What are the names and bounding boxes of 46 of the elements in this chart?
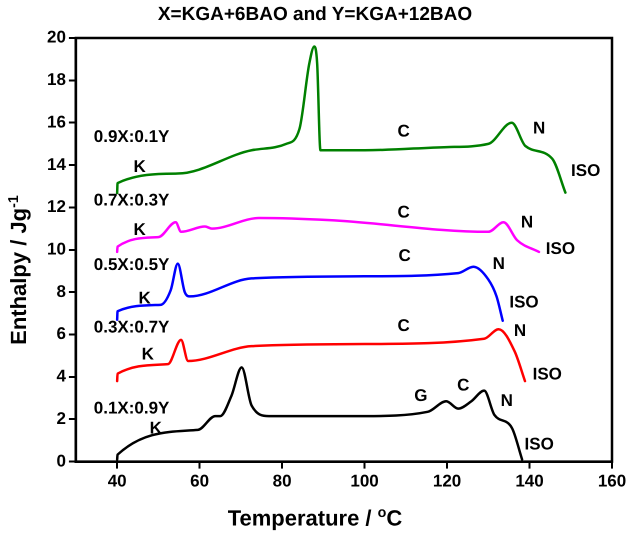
x-tick-label: 160 bbox=[598, 471, 626, 490]
annotation: C bbox=[397, 121, 410, 140]
y-tick-label: 2 bbox=[56, 408, 66, 428]
y-tick-label: 14 bbox=[46, 154, 66, 174]
annotation: C bbox=[457, 375, 470, 394]
series-label: 0.3X:0.7Y bbox=[94, 317, 170, 336]
annotation: K bbox=[142, 344, 155, 364]
annotation: N bbox=[520, 212, 534, 232]
annotation: ISO bbox=[571, 160, 600, 180]
x-tick-label: 80 bbox=[272, 471, 292, 490]
annotation: ISO bbox=[509, 292, 539, 312]
series-label: 0.9X:0.1Y bbox=[94, 126, 170, 146]
annotation: ISO bbox=[532, 364, 562, 384]
annotation: C bbox=[398, 246, 411, 265]
y-tick-label: 16 bbox=[46, 112, 66, 132]
annotation: G bbox=[414, 386, 428, 406]
annotation: N bbox=[492, 254, 505, 273]
annotation: ISO bbox=[546, 238, 576, 258]
y-tick-label: 0 bbox=[56, 451, 66, 470]
x-tick-label: 60 bbox=[190, 471, 210, 490]
annotation: C bbox=[397, 316, 410, 336]
annotation: N bbox=[500, 391, 513, 410]
annotation: ISO bbox=[524, 434, 554, 454]
annotation: N bbox=[514, 320, 526, 340]
y-tick-label: 18 bbox=[46, 70, 66, 90]
annotation: N bbox=[533, 118, 546, 138]
y-tick-label: 12 bbox=[46, 197, 66, 216]
series-label: 0.5X:0.5Y bbox=[94, 254, 170, 274]
x-axis-title: Temperature / $^{o}$C bbox=[226, 505, 404, 532]
y-tick-label: 8 bbox=[56, 282, 66, 301]
x-tick-label: 140 bbox=[515, 471, 544, 490]
x-tick-label: 100 bbox=[350, 471, 379, 490]
x-tick-label: 40 bbox=[108, 471, 127, 490]
annotation: K bbox=[150, 418, 163, 438]
y-tick-label: 10 bbox=[46, 239, 66, 258]
annotation: K bbox=[138, 288, 152, 308]
y-tick-label: 6 bbox=[56, 324, 66, 344]
chart-title: X=KGA+6BAO and Y=KGA+12BAO bbox=[156, 4, 474, 26]
annotation: K bbox=[133, 157, 146, 176]
series-label: 0.7X:0.3Y bbox=[94, 190, 170, 210]
x-tick-label: 120 bbox=[432, 471, 462, 490]
annotation: K bbox=[133, 220, 146, 240]
y-tick-label: 20 bbox=[46, 28, 66, 47]
series-label: 0.1X:0.9Y bbox=[94, 398, 170, 418]
annotation: C bbox=[397, 202, 410, 222]
y-tick-label: 4 bbox=[56, 366, 66, 386]
